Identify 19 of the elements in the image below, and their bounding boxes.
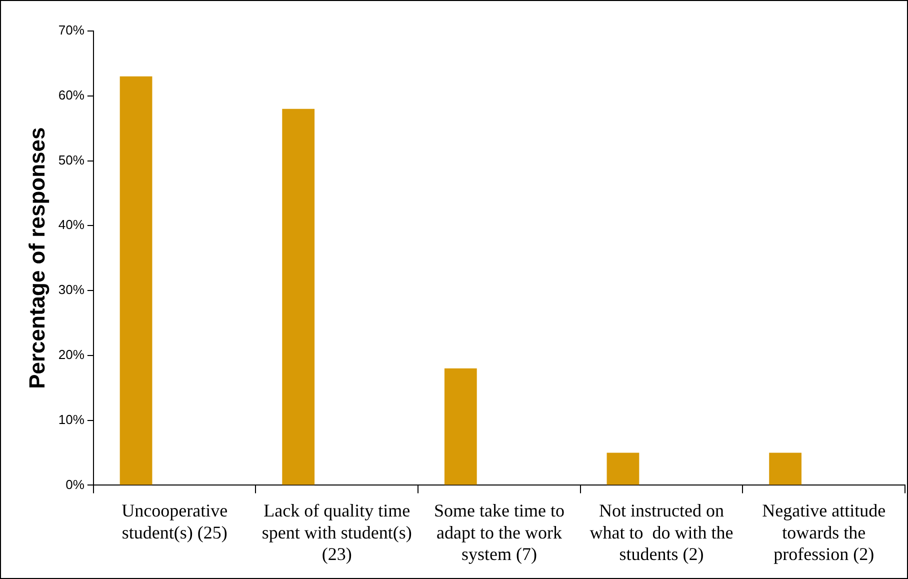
x-tick-label: Negative attitude towards the profession (2) — [762, 500, 886, 564]
bar — [282, 108, 315, 485]
bar — [606, 452, 640, 485]
x-tick-label: Not instructed on what to do with the students (2) — [590, 500, 734, 564]
bar — [120, 76, 152, 485]
y-tick-label: 10% — [58, 412, 85, 427]
bar — [444, 368, 477, 485]
y-tick-label: 60% — [58, 87, 85, 102]
bar — [769, 452, 802, 485]
y-tick-label: 70% — [58, 22, 85, 38]
x-tick-label: Lack of quality time spent with student(s) (23) — [262, 500, 412, 564]
y-tick-label: 20% — [58, 347, 85, 362]
x-tick-label: Uncooperative student(s) (25) — [122, 500, 228, 542]
y-tick-label: 30% — [58, 282, 85, 298]
y-tick-label: 40% — [58, 217, 85, 232]
y-tick-label: 0% — [66, 476, 85, 492]
x-tick-label: Some take time to adapt to the work system (7) — [434, 500, 564, 564]
y-tick-label: 50% — [58, 152, 85, 168]
y-axis-title: Percentage of responses — [24, 127, 50, 389]
